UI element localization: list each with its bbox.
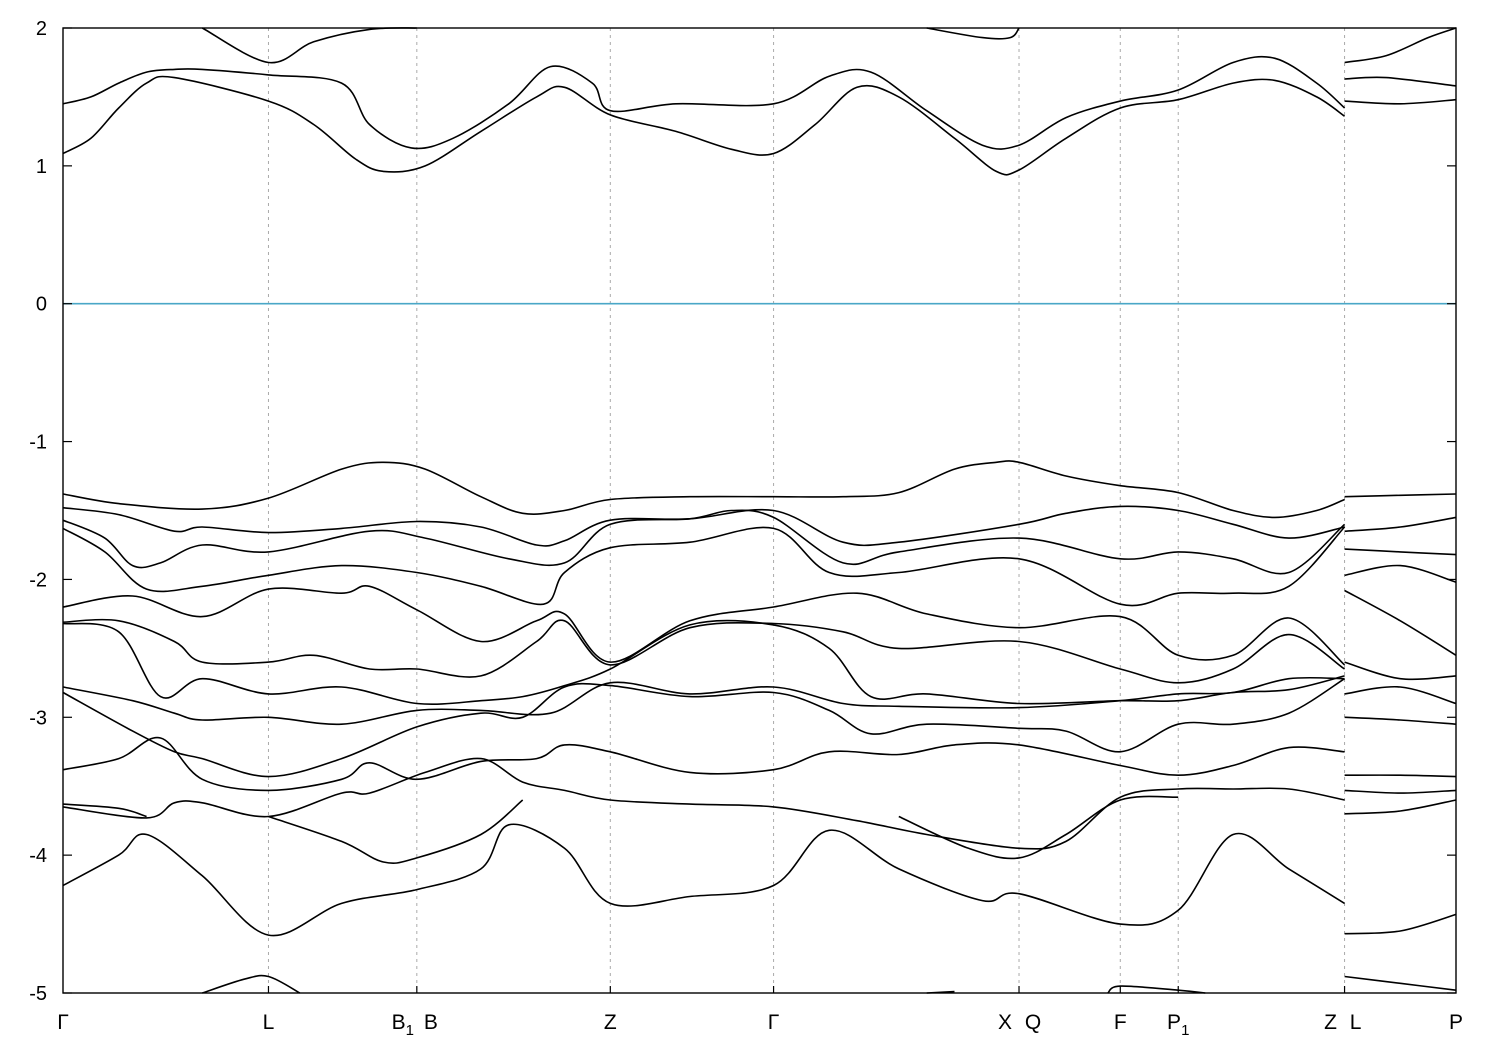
- band-line: [62, 55, 1346, 150]
- band-line: [1344, 975, 1457, 991]
- band-line: [1344, 76, 1457, 87]
- kpoint-label: L: [263, 1011, 275, 1034]
- kpoint-label: X: [998, 1011, 1012, 1034]
- kpoint-label: Q: [1025, 1011, 1041, 1034]
- y-tick-label: -5: [29, 983, 47, 1005]
- y-tick-label: -4: [29, 845, 47, 867]
- y-tick-label: -3: [29, 707, 47, 729]
- y-tick-label: 0: [36, 294, 47, 316]
- kpoint-label: B1: [392, 1011, 414, 1039]
- band-line: [1107, 985, 1206, 994]
- kpoint-label: Γ: [57, 1011, 69, 1034]
- kpoint-label: P1: [1167, 1011, 1189, 1039]
- band-line: [898, 795, 1179, 860]
- band-line: [1344, 564, 1457, 583]
- y-tick-label: -2: [29, 569, 47, 591]
- band-line: [1344, 685, 1457, 705]
- band-line: [62, 460, 1345, 519]
- y-tick-label: 1: [36, 156, 47, 178]
- band-line: [1344, 789, 1457, 794]
- plot-frame: [62, 27, 1457, 994]
- band-line: [1344, 27, 1457, 64]
- y-axis: 2 1 0 -1 -2 -3 -4 -5: [29, 18, 1456, 1005]
- band-line: [1344, 493, 1457, 498]
- band-line: [62, 618, 1346, 684]
- band-line: [62, 619, 1345, 706]
- band-line: [1344, 516, 1457, 532]
- band-curves: [62, 27, 1457, 994]
- band-line: [62, 509, 1346, 575]
- band-line: [926, 27, 1020, 40]
- band-line: [1344, 548, 1457, 556]
- band-line: [1344, 799, 1457, 815]
- band-line: [201, 27, 417, 64]
- band-line: [1344, 716, 1457, 725]
- band-line: [62, 678, 1346, 778]
- band-line: [1344, 913, 1457, 935]
- band-line: [1344, 661, 1457, 681]
- band-line: [202, 974, 301, 994]
- band-line: [1344, 774, 1457, 778]
- kpoint-label: B: [424, 1011, 438, 1034]
- band-line: [62, 823, 1346, 937]
- kpoint-label: Z: [1324, 1011, 1337, 1034]
- band-line: [268, 799, 524, 864]
- kpoint-label: Z: [604, 1011, 617, 1034]
- band-line: [1344, 589, 1457, 656]
- band-line: [62, 803, 147, 818]
- band-line: [1344, 98, 1457, 105]
- kpoint-label: L: [1350, 1011, 1362, 1034]
- band-line: [62, 526, 1346, 607]
- y-tick-label: 2: [36, 18, 47, 40]
- band-line: [62, 75, 1346, 176]
- x-axis-kpoints: Γ L B1 B Z Γ X Q F P1 Z L P: [57, 986, 1463, 1039]
- kpoint-label: F: [1114, 1011, 1127, 1034]
- kpoint-label: P: [1449, 1011, 1463, 1034]
- kpoint-label: Γ: [768, 1011, 780, 1034]
- band-line: [62, 757, 1345, 850]
- y-tick-label: -1: [29, 432, 47, 454]
- band-line: [62, 676, 1345, 726]
- band-line: [62, 736, 1345, 792]
